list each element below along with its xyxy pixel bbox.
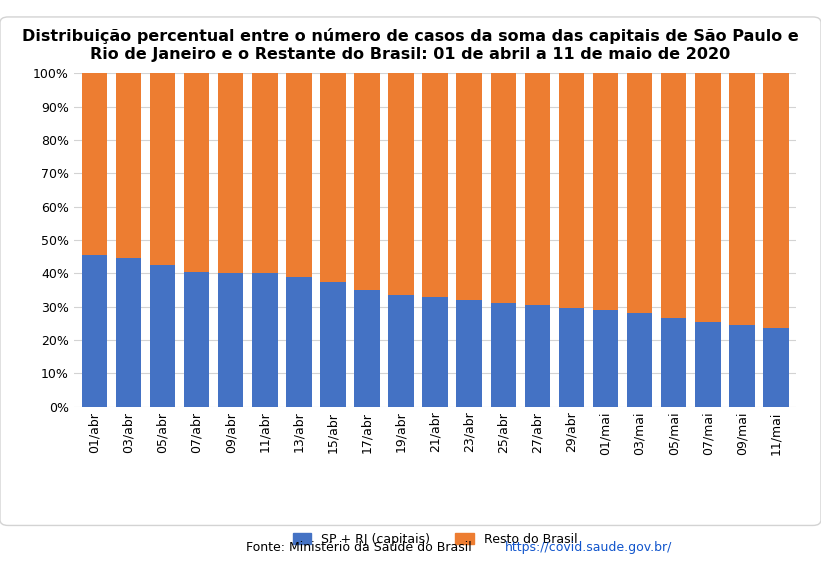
Bar	[354, 73, 380, 290]
Bar	[81, 255, 107, 407]
Bar	[490, 73, 516, 303]
Bar	[695, 322, 721, 407]
Legend: SP + RJ (capitais), Resto do Brasil: SP + RJ (capitais), Resto do Brasil	[287, 528, 583, 550]
Bar	[661, 73, 686, 319]
Bar	[422, 73, 448, 297]
Bar	[388, 73, 414, 295]
Bar	[490, 303, 516, 407]
Bar	[558, 73, 585, 308]
Bar	[320, 73, 346, 282]
Bar	[764, 328, 789, 407]
Bar	[626, 314, 653, 407]
Bar	[593, 310, 618, 407]
Bar	[286, 73, 312, 277]
Bar	[286, 277, 312, 407]
Bar	[729, 325, 754, 407]
Bar	[456, 73, 482, 300]
Bar	[558, 308, 585, 407]
Text: Distribuição percentual entre o número de casos da soma das capitais de São Paul: Distribuição percentual entre o número d…	[22, 28, 799, 62]
Text: https://covid.saude.gov.br/: https://covid.saude.gov.br/	[505, 541, 672, 554]
Bar	[354, 290, 380, 407]
Bar	[661, 319, 686, 407]
Bar	[81, 73, 107, 255]
Bar	[388, 295, 414, 407]
Bar	[149, 265, 175, 407]
Bar	[764, 73, 789, 328]
Bar	[116, 73, 141, 258]
Bar	[456, 300, 482, 407]
Bar	[116, 258, 141, 407]
Bar	[525, 73, 550, 305]
Bar	[626, 73, 653, 314]
Bar	[218, 73, 244, 273]
Bar	[218, 273, 244, 407]
Bar	[729, 73, 754, 325]
Bar	[422, 297, 448, 407]
Bar	[320, 282, 346, 407]
Bar	[184, 272, 209, 407]
Bar	[695, 73, 721, 322]
Bar	[252, 273, 277, 407]
Bar	[593, 73, 618, 310]
Bar	[184, 73, 209, 272]
Text: Fonte: Ministério da Saúde do Brasil: Fonte: Ministério da Saúde do Brasil	[246, 541, 480, 554]
Bar	[252, 73, 277, 273]
Bar	[525, 305, 550, 407]
Bar	[149, 73, 175, 265]
